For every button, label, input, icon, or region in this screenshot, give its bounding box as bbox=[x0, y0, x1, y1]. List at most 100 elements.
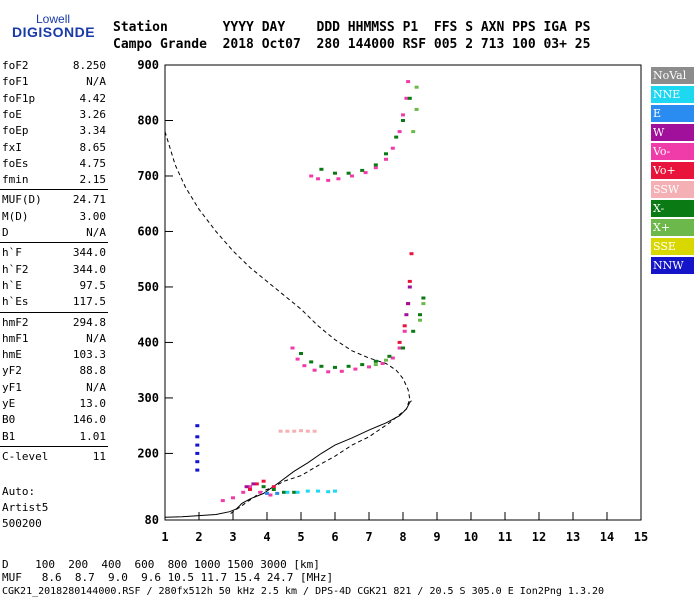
param-separator bbox=[0, 189, 108, 191]
param-name: yF1 bbox=[2, 380, 22, 394]
y-tick-label: 700 bbox=[137, 169, 159, 183]
param-value: 11 bbox=[92, 449, 106, 463]
echo-point-vo- bbox=[339, 369, 344, 373]
echo-point-vo- bbox=[302, 364, 307, 368]
echo-point-nne bbox=[285, 490, 290, 494]
param-name: yF2 bbox=[2, 364, 22, 378]
echo-point-vo- bbox=[390, 356, 395, 360]
echo-point-nnw bbox=[195, 424, 200, 428]
x-tick-label: 1 bbox=[161, 530, 168, 544]
param-name: C-level bbox=[2, 449, 49, 463]
echo-point-vo- bbox=[401, 113, 405, 117]
legend-item-noval: NoVal bbox=[651, 67, 694, 84]
param-value: 3.34 bbox=[79, 124, 107, 138]
echo-point-x- bbox=[360, 168, 365, 172]
echo-point-vo- bbox=[241, 490, 246, 494]
echo-point-ssw bbox=[299, 429, 303, 433]
echo-point-x- bbox=[384, 152, 388, 156]
echo-point-vo- bbox=[271, 485, 276, 489]
param-value: 13.0 bbox=[79, 397, 107, 410]
echo-point-vo- bbox=[367, 365, 371, 369]
echo-point-x- bbox=[333, 365, 337, 369]
echo-point-vo- bbox=[248, 485, 252, 489]
echo-point-e bbox=[265, 491, 269, 495]
x-tick-label: 10 bbox=[464, 530, 478, 544]
echo-point-w bbox=[244, 485, 249, 489]
param-value: 3.26 bbox=[79, 107, 107, 121]
echo-point-nnw bbox=[195, 451, 200, 455]
x-tick-label: 8 bbox=[399, 530, 406, 544]
echo-point-x- bbox=[384, 358, 388, 362]
param-value: 3.00 bbox=[79, 209, 107, 223]
y-tick-label: 600 bbox=[137, 224, 159, 238]
param-name: foF1 bbox=[2, 75, 29, 89]
param-separator bbox=[0, 242, 108, 244]
param-name: hmE bbox=[2, 348, 22, 362]
echo-point-x- bbox=[309, 360, 314, 364]
param-name: B1 bbox=[2, 429, 16, 443]
param-value: 294.8 bbox=[72, 315, 106, 329]
param-value: 1.01 bbox=[79, 429, 107, 443]
param-name: foEs bbox=[2, 156, 29, 170]
x-tick-label: 15 bbox=[634, 530, 648, 544]
logo-lowell: Lowell bbox=[36, 12, 71, 26]
echo-point-vo- bbox=[402, 324, 407, 328]
auto-code: 500200 bbox=[2, 517, 42, 530]
echo-point-ssw bbox=[305, 429, 310, 433]
echo-point-vo- bbox=[397, 340, 402, 344]
echo-point-nnw bbox=[195, 468, 200, 472]
echo-point-x- bbox=[299, 352, 303, 355]
echo-point-vo- bbox=[353, 367, 358, 371]
echo-point-nnw bbox=[195, 460, 200, 464]
echo-point-e bbox=[275, 491, 280, 495]
echo-point-w bbox=[407, 285, 412, 289]
plot-frame bbox=[164, 64, 642, 521]
echo-point-vo- bbox=[261, 479, 266, 483]
echo-point-vo- bbox=[326, 178, 331, 182]
param-value: N/A bbox=[86, 75, 106, 89]
param-name: foF2 bbox=[2, 59, 29, 72]
legend-item-vo-: Vo+ bbox=[651, 162, 694, 179]
param-name: foE bbox=[2, 107, 22, 121]
echo-point-vo- bbox=[312, 368, 317, 372]
echo-point-x- bbox=[411, 130, 416, 134]
echo-point-vo- bbox=[407, 279, 412, 283]
param-value: 4.42 bbox=[79, 91, 107, 105]
param-name: h`Es bbox=[2, 295, 29, 309]
param-value: N/A bbox=[86, 226, 106, 239]
param-name: yE bbox=[2, 397, 16, 410]
echo-point-vo- bbox=[336, 177, 341, 181]
param-value: 103.3 bbox=[72, 348, 106, 362]
param-name: h`E bbox=[2, 278, 22, 292]
param-value: 97.5 bbox=[79, 278, 107, 292]
echo-point-ssw bbox=[312, 429, 317, 433]
echo-point-x- bbox=[418, 313, 422, 317]
echo-point-vo- bbox=[350, 174, 354, 178]
echo-point-x- bbox=[373, 359, 378, 363]
echo-point-vo- bbox=[406, 80, 411, 84]
param-value: 344.0 bbox=[72, 262, 106, 276]
echo-point-vo- bbox=[295, 357, 300, 361]
echo-point-vo- bbox=[254, 482, 259, 486]
param-name: MUF(D) bbox=[2, 193, 42, 207]
param-value: 8.65 bbox=[79, 140, 107, 154]
echo-point-x- bbox=[401, 346, 405, 350]
echo-point-x- bbox=[282, 490, 286, 494]
param-name: foF1p bbox=[2, 91, 36, 105]
param-value: 4.75 bbox=[79, 156, 107, 170]
echo-point-x- bbox=[421, 296, 426, 300]
param-value: 8.250 bbox=[72, 59, 106, 72]
x-tick-label: 13 bbox=[566, 530, 580, 544]
echo-point-x- bbox=[319, 364, 324, 368]
param-name: fxI bbox=[2, 140, 22, 154]
footer-distance-row: D 100 200 400 600 800 1000 1500 3000 [km… bbox=[2, 558, 320, 571]
legend-item-ssw: SSW bbox=[651, 181, 694, 198]
echo-point-vo- bbox=[390, 146, 395, 150]
echo-point-x- bbox=[407, 96, 412, 100]
param-value: N/A bbox=[86, 380, 106, 394]
echo-point-vo- bbox=[248, 488, 252, 491]
echo-point-x- bbox=[387, 354, 392, 358]
param-value: 344.0 bbox=[72, 246, 106, 260]
echo-point-vo- bbox=[220, 499, 225, 503]
